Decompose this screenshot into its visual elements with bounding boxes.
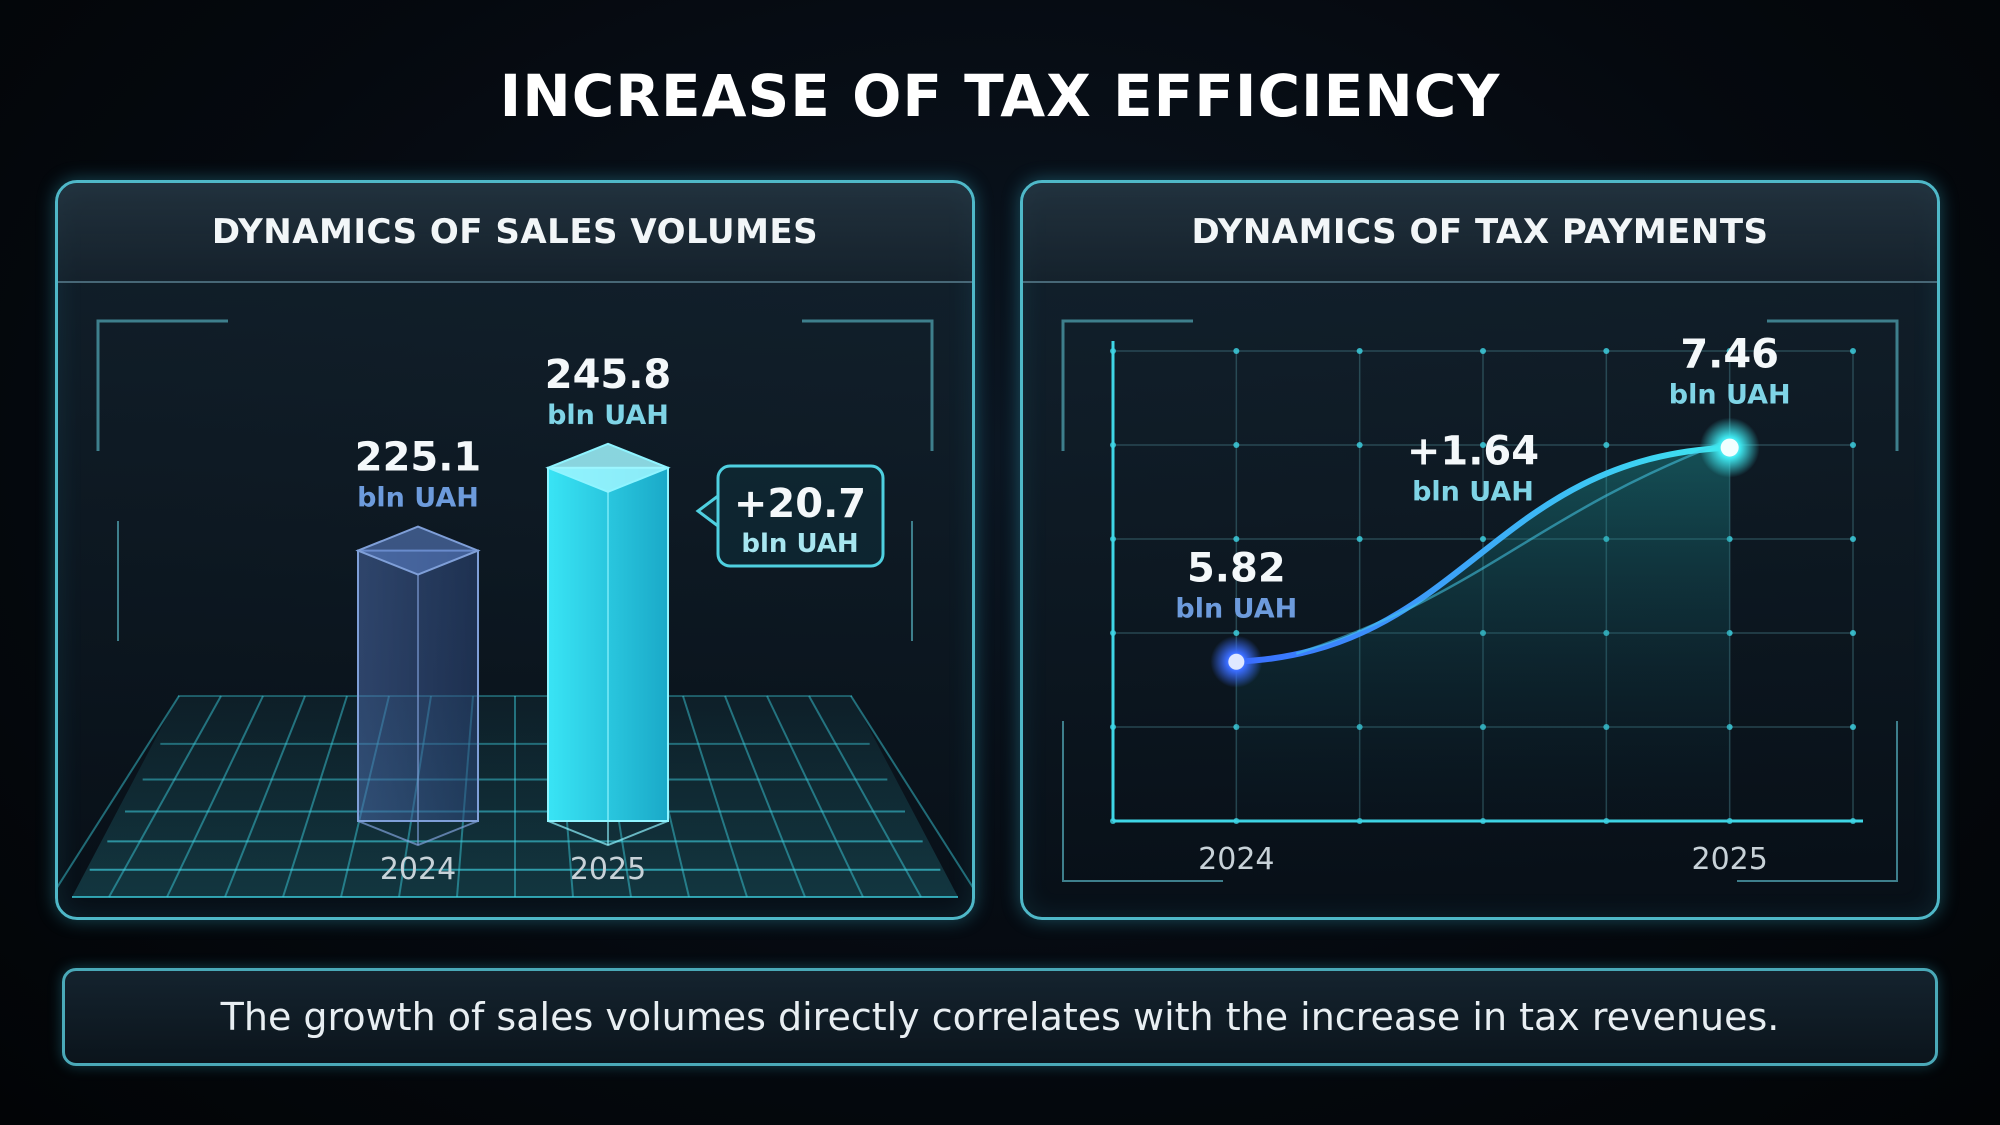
sales-volumes-title: DYNAMICS OF SALES VOLUMES (58, 183, 972, 283)
bar-2024-base (357, 820, 479, 847)
bar-2025 (545, 442, 671, 847)
sales-delta-value: +20.7 (734, 481, 866, 527)
x-tick-label-2025: 2025 (570, 852, 646, 887)
circuit-frame-left (96, 319, 228, 451)
x-tick-label-2025: 2025 (1691, 842, 1767, 877)
tax-series-line (1236, 444, 1730, 665)
tax-delta-value: +1.64 (1407, 429, 1539, 475)
tax-value-label-2025: 7.46 (1680, 332, 1779, 378)
sales-volumes-chart: 225.1 bln UAH 245.8 bln UAH 2024 2025 +2… (58, 319, 972, 898)
bar-2024 (355, 525, 481, 847)
tax-value-label-2024: 5.82 (1187, 546, 1286, 592)
circuit-frame-right (1767, 319, 1899, 451)
tax-area-fill (1236, 447, 1730, 821)
x-tick-label-2024: 2024 (380, 852, 456, 887)
bar-2024-top (355, 525, 481, 576)
tax-unit-label-2024: bln UAH (1175, 594, 1297, 625)
tax-point-2024 (1228, 653, 1245, 670)
sales-delta-callout: +20.7 bln UAH (695, 464, 885, 568)
circuit-frame-left (1061, 319, 1193, 451)
bar-2025-top (545, 442, 671, 493)
tax-payments-title: DYNAMICS OF TAX PAYMENTS (1023, 183, 1937, 283)
page-title: INCREASE OF TAX EFFICIENCY (499, 62, 1501, 130)
tax-point-2025 (1720, 438, 1739, 457)
bar-value-label-2024: 225.1 (355, 435, 482, 481)
sales-delta-box (716, 464, 885, 568)
bar-2025-base (547, 820, 669, 847)
circuit-frame-bottom-left (1062, 721, 1223, 882)
summary-banner: The growth of sales volumes directly cor… (62, 968, 1938, 1066)
tax-delta-unit: bln UAH (1412, 477, 1534, 508)
sales-volumes-panel: DYNAMICS OF SALES VOLUMES 225.1 b (55, 180, 975, 920)
circuit-frame-right (802, 319, 934, 451)
tax-series-line-echo (1295, 442, 1721, 655)
bar-unit-label-2025: bln UAH (547, 400, 669, 431)
tax-payments-panel: DYNAMICS OF TAX PAYMENTS (1020, 180, 1940, 920)
tax-unit-label-2025: bln UAH (1669, 380, 1791, 411)
circuit-frame-bottom-right (1737, 721, 1898, 882)
floor-grid (58, 695, 972, 898)
tax-payments-chart: 5.82 bln UAH 7.46 bln UAH +1.64 bln UAH … (1061, 319, 1899, 882)
sales-delta-unit: bln UAH (741, 529, 858, 559)
bar-unit-label-2024: bln UAH (357, 483, 479, 514)
x-tick-label-2024: 2024 (1198, 842, 1274, 877)
bar-value-label-2025: 245.8 (545, 352, 672, 398)
